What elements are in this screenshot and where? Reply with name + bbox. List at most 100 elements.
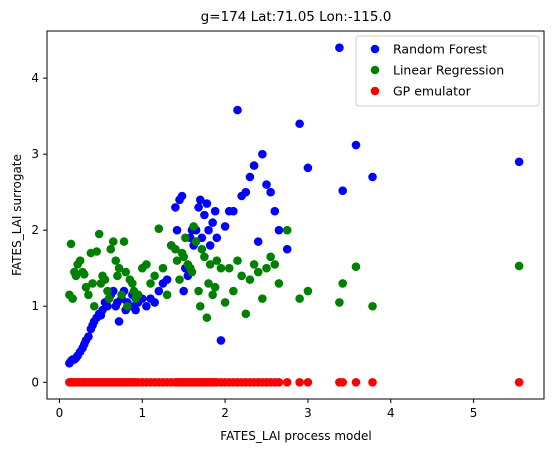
data-point xyxy=(303,163,313,173)
data-point xyxy=(71,271,81,281)
data-point xyxy=(200,252,209,262)
data-point xyxy=(121,267,130,277)
data-point xyxy=(114,317,124,326)
data-point xyxy=(113,271,122,281)
data-point xyxy=(229,206,238,216)
data-point xyxy=(88,279,97,288)
data-point xyxy=(335,43,344,53)
data-point xyxy=(150,298,159,307)
data-point xyxy=(106,244,116,254)
x-tick-label: 4 xyxy=(387,406,395,420)
data-point xyxy=(123,301,132,311)
data-point xyxy=(220,222,230,231)
data-point xyxy=(514,261,524,271)
data-point xyxy=(338,377,348,387)
data-point xyxy=(253,237,263,246)
data-point xyxy=(253,267,263,277)
x-tick-label: 2 xyxy=(221,406,229,420)
data-point xyxy=(338,186,348,195)
data-point xyxy=(177,191,187,201)
data-point xyxy=(81,282,91,292)
data-point xyxy=(245,275,255,284)
data-point xyxy=(295,119,304,129)
y-axis-ticks: 0 1 2 3 4 xyxy=(31,71,47,389)
legend-label: Random Forest xyxy=(393,42,487,57)
data-point xyxy=(202,313,212,322)
data-point xyxy=(84,332,93,341)
data-point xyxy=(117,290,126,300)
data-point xyxy=(249,260,259,269)
data-point xyxy=(194,286,203,296)
legend-box xyxy=(355,35,540,107)
data-point xyxy=(204,225,213,235)
y-tick-label: 0 xyxy=(31,375,39,389)
data-point xyxy=(200,210,209,220)
data-point xyxy=(194,203,203,212)
data-point xyxy=(197,244,207,254)
data-point xyxy=(114,263,124,273)
data-point xyxy=(212,256,222,265)
data-point xyxy=(351,262,361,272)
data-point xyxy=(133,290,143,300)
data-point xyxy=(171,244,180,254)
data-point xyxy=(282,244,292,254)
data-point xyxy=(241,309,251,319)
data-point xyxy=(195,195,205,205)
data-point xyxy=(171,203,180,212)
legend-label: Linear Regression xyxy=(393,63,504,78)
plot-frame xyxy=(46,30,545,400)
x-axis-label: FATES_LAI process model xyxy=(220,429,371,443)
data-point xyxy=(191,237,201,246)
data-point xyxy=(368,172,377,182)
legend: Random Forest Linear Regression GP emulato… xyxy=(355,35,540,107)
x-tick-label: 3 xyxy=(304,406,312,420)
y-tick-label: 4 xyxy=(31,71,39,85)
x-tick-label: 0 xyxy=(56,406,64,420)
data-point xyxy=(205,260,215,269)
data-point xyxy=(162,290,172,300)
data-point xyxy=(351,377,361,387)
data-point xyxy=(158,263,168,273)
data-point xyxy=(146,279,155,288)
data-point xyxy=(111,256,121,265)
data-point xyxy=(245,172,255,182)
data-point xyxy=(212,233,222,243)
data-point xyxy=(210,282,220,292)
data-point xyxy=(68,294,77,303)
data-point xyxy=(303,286,313,296)
data-point xyxy=(338,279,348,288)
data-point xyxy=(119,237,129,246)
data-point xyxy=(258,294,267,303)
data-point xyxy=(94,229,104,239)
data-point xyxy=(92,247,101,256)
data-points xyxy=(65,43,524,387)
data-point xyxy=(274,225,284,235)
data-point xyxy=(295,294,304,303)
data-point xyxy=(189,222,198,231)
data-point xyxy=(249,161,259,170)
data-point xyxy=(179,286,188,296)
y-tick-label: 2 xyxy=(31,223,39,237)
data-point xyxy=(172,225,182,235)
x-axis-ticks: 0 1 2 3 4 5 xyxy=(56,399,477,420)
data-point xyxy=(368,377,377,387)
legend-label: GP emulator xyxy=(393,84,472,99)
data-point xyxy=(104,294,114,303)
data-point xyxy=(514,157,524,167)
legend-marker xyxy=(370,86,380,96)
data-point xyxy=(195,301,205,311)
y-tick-label: 3 xyxy=(31,147,39,161)
data-point xyxy=(258,149,267,159)
data-point xyxy=(208,290,217,300)
data-point xyxy=(241,187,251,197)
data-point xyxy=(270,206,280,216)
data-point xyxy=(204,279,213,288)
data-point xyxy=(208,218,217,227)
data-point xyxy=(66,239,76,249)
data-point xyxy=(89,301,99,311)
data-point xyxy=(216,336,226,345)
data-point xyxy=(202,199,212,208)
data-point xyxy=(154,224,164,233)
data-point xyxy=(75,256,85,265)
data-point xyxy=(295,377,304,387)
